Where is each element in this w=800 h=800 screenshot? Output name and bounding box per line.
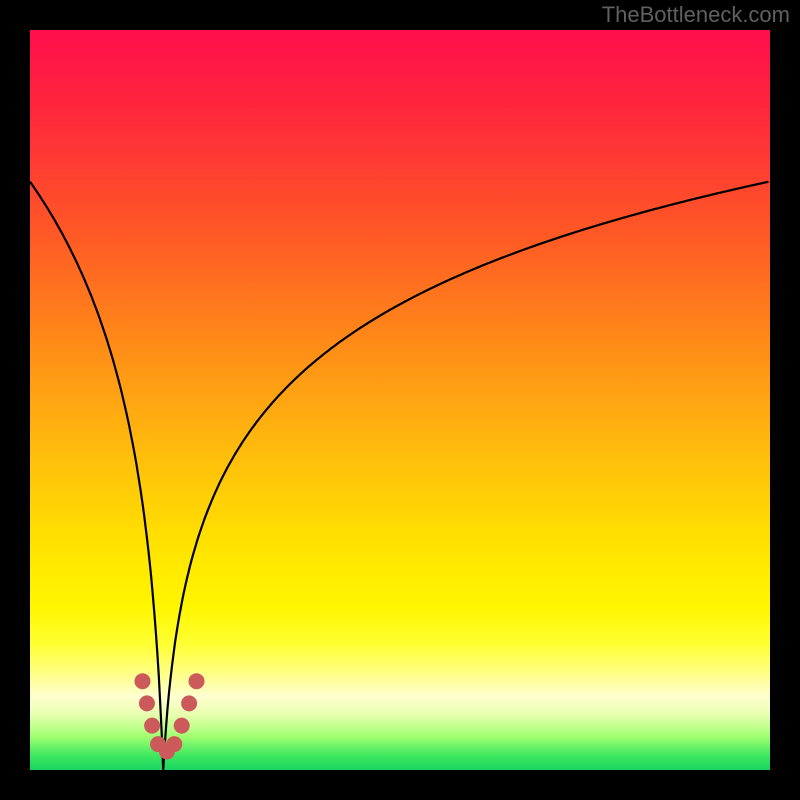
watermark-text: TheBottleneck.com bbox=[602, 2, 790, 28]
marker-dot bbox=[166, 736, 182, 752]
marker-dot bbox=[181, 695, 197, 711]
marker-dot bbox=[139, 695, 155, 711]
marker-dot bbox=[189, 673, 205, 689]
plot-background bbox=[30, 30, 770, 770]
bottleneck-chart bbox=[0, 0, 800, 800]
chart-container: TheBottleneck.com bbox=[0, 0, 800, 800]
marker-dot bbox=[134, 673, 150, 689]
marker-dot bbox=[144, 718, 160, 734]
marker-dot bbox=[174, 718, 190, 734]
